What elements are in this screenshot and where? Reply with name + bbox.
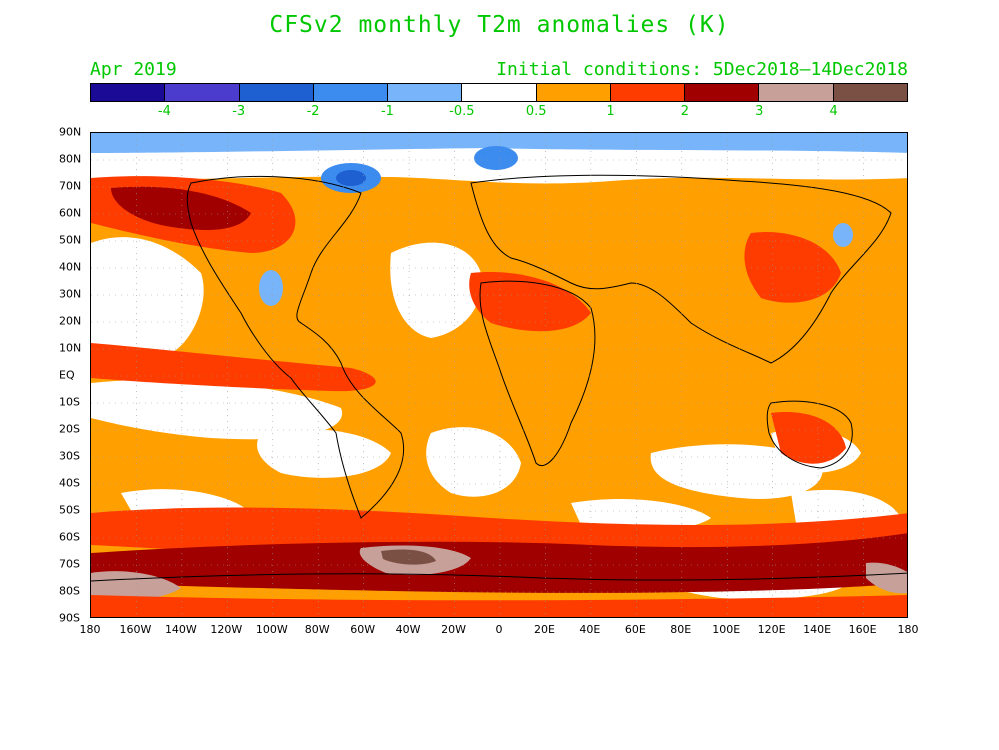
latitude-label: 30N (59, 287, 82, 301)
anomaly-hot-australia (771, 412, 846, 464)
latitude-label: 20N (59, 314, 82, 328)
latitude-label: 90N (59, 125, 82, 139)
latitude-label: 70S (59, 557, 80, 571)
legend-swatch (91, 84, 166, 101)
longitude-label: 80W (304, 623, 330, 636)
anomaly-hot-africa (469, 272, 591, 332)
legend-swatch (610, 84, 686, 101)
anomaly-map-svg (91, 133, 907, 617)
legend-swatch (759, 84, 834, 101)
latitude-label: 40S (59, 476, 80, 490)
anomaly-neutral-spacific (91, 379, 343, 440)
longitude-label: 120E (757, 623, 786, 636)
legend-swatch (313, 84, 389, 101)
longitude-label: 80E (670, 623, 692, 636)
legend-swatch (536, 84, 611, 101)
longitude-label: 20E (533, 623, 555, 636)
legend-swatch (239, 84, 314, 101)
anomaly-extreme-ross (91, 571, 181, 601)
longitude-label: 180 (79, 623, 101, 636)
legend-label: -4 (157, 104, 171, 119)
legend-swatch (685, 84, 760, 101)
legend-label: 3 (755, 104, 764, 119)
australia-outline (766, 400, 853, 469)
latitude-label: 40N (59, 260, 82, 274)
legend-swatch (462, 84, 537, 101)
legend-label: -2 (306, 104, 320, 119)
anomaly-neutral-npacific (91, 237, 204, 355)
anomaly-cool-arctic (91, 133, 907, 153)
anomaly-hot-southpole (91, 595, 907, 617)
longitude-label: 100E (712, 623, 741, 636)
longitude-label: 40E (579, 623, 601, 636)
anomaly-very-hot-canada (111, 186, 251, 230)
valid-month-label: Apr 2019 (90, 59, 177, 80)
anomaly-neutral-so3 (571, 498, 711, 531)
latitude-label: 90S (59, 611, 80, 625)
anomaly-very-hot-antarctic-coast (91, 533, 907, 593)
anomaly-hot-pacific (91, 343, 376, 392)
longitude-label: 160W (119, 623, 152, 636)
africa-outline (479, 280, 596, 466)
color-legend-bar (90, 83, 908, 102)
anomaly-colder-greenland (336, 170, 366, 186)
longitude-label: 20W (441, 623, 466, 636)
anomaly-cool-barents (474, 146, 518, 170)
longitude-label: 60E (624, 623, 646, 636)
latitude-label: 10N (59, 341, 82, 355)
latitude-label: 20S (59, 422, 80, 436)
longitude-label: 140E (803, 623, 832, 636)
anomaly-map (90, 132, 908, 618)
longitude-label: 100W (255, 623, 288, 636)
longitude-label: 160E (848, 623, 877, 636)
chart-title: CFSv2 monthly T2m anomalies (K) (269, 12, 730, 38)
anomaly-neutral-atlantic (390, 242, 482, 338)
legend-swatch (165, 84, 240, 101)
latitude-label: 50N (59, 233, 82, 247)
anomaly-neutral-satlantic (426, 427, 521, 497)
latitude-label: EQ (59, 368, 75, 382)
anomaly-cool-mexico (259, 270, 283, 306)
americas-outline (186, 175, 405, 519)
latitude-label: 60S (59, 530, 80, 544)
latitude-label: 80N (59, 152, 82, 166)
longitude-label: 140W (164, 623, 197, 636)
latitude-label: 70N (59, 179, 82, 193)
latitude-label: 60N (59, 206, 82, 220)
anomaly-max-weddell (381, 549, 436, 565)
longitude-label: 120W (210, 623, 243, 636)
latitude-label: 80S (59, 584, 80, 598)
longitude-label: 40W (395, 623, 421, 636)
latitude-label: 50S (59, 503, 80, 517)
legend-swatch (388, 84, 463, 101)
initial-conditions-label: Initial conditions: 5Dec2018–14Dec2018 (496, 59, 908, 80)
longitude-label: 180 (897, 623, 919, 636)
anomaly-cool-kamchatka (833, 223, 853, 247)
legend-label: -3 (232, 104, 246, 119)
eurasia-outline (470, 174, 892, 364)
coastlines (91, 174, 907, 582)
longitude-label: 60W (350, 623, 376, 636)
anomaly-hot-easia (744, 232, 841, 303)
anomaly-extreme-ross2 (866, 562, 907, 594)
anomaly-neutral-spacific2 (257, 429, 391, 478)
legend-label: 4 (829, 104, 838, 119)
legend-label: 0.5 (525, 104, 547, 119)
latitude-label: 10S (59, 395, 80, 409)
legend-label: -0.5 (449, 104, 475, 119)
longitude-label: 0 (495, 623, 503, 636)
latitude-label: 30S (59, 449, 80, 463)
legend-label: -1 (380, 104, 394, 119)
legend-label: 2 (680, 104, 690, 119)
map-gridlines (91, 133, 907, 617)
antarctica-outline (91, 572, 907, 582)
legend-swatch (833, 84, 907, 101)
legend-label: 1 (606, 104, 615, 119)
